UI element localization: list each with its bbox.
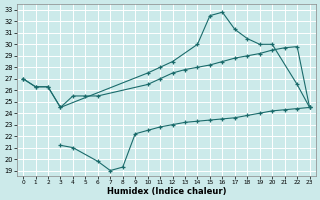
X-axis label: Humidex (Indice chaleur): Humidex (Indice chaleur) <box>107 187 226 196</box>
